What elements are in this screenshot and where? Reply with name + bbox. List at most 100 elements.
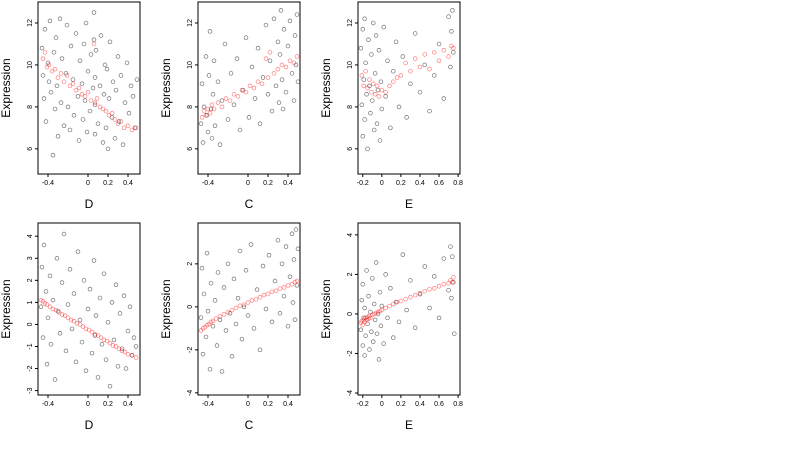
x-tick-label: 0.4	[415, 180, 425, 187]
data-point	[125, 123, 131, 129]
data-point	[44, 361, 50, 367]
data-point	[129, 353, 135, 358]
data-point	[100, 106, 106, 112]
x-axis-label: E	[405, 418, 413, 432]
data-point	[71, 291, 77, 296]
data-point	[223, 328, 229, 333]
data-point	[379, 87, 385, 93]
data-point	[103, 125, 109, 131]
data-point	[281, 293, 287, 299]
data-point	[237, 303, 243, 309]
data-point	[47, 304, 53, 310]
data-point	[371, 20, 376, 26]
data-point	[287, 274, 293, 280]
data-point	[53, 35, 59, 40]
data-point	[294, 283, 300, 288]
data-point	[245, 300, 251, 305]
data-point	[369, 329, 374, 334]
data-point	[211, 58, 217, 63]
data-point	[83, 326, 89, 332]
data-point	[391, 68, 396, 74]
data-point	[432, 50, 437, 55]
data-point	[367, 347, 372, 352]
data-point	[74, 321, 80, 326]
series-observed	[358, 8, 456, 152]
data-point	[200, 351, 206, 357]
y-tick-label: -2	[347, 350, 354, 356]
y-tick-label: 10	[27, 61, 34, 69]
data-point	[427, 305, 432, 311]
data-point	[59, 280, 65, 285]
data-point	[374, 83, 380, 89]
data-point	[243, 89, 249, 95]
x-tick-label: 0	[246, 180, 250, 187]
data-point	[104, 338, 110, 344]
data-point	[118, 73, 124, 78]
data-point	[412, 56, 418, 61]
data-point	[42, 50, 48, 55]
y-tick-label: -4	[187, 390, 194, 396]
data-point	[201, 108, 207, 114]
data-point	[92, 75, 98, 80]
data-point	[41, 242, 47, 248]
data-point	[89, 329, 95, 335]
data-point	[252, 96, 258, 101]
data-point	[215, 100, 221, 105]
data-point	[93, 313, 99, 318]
y-axis-label: Expression	[159, 279, 173, 338]
data-point	[245, 313, 251, 318]
data-point	[279, 261, 285, 267]
data-point	[372, 92, 378, 97]
x-axis-label: C	[245, 197, 254, 211]
data-point	[102, 62, 108, 68]
data-point	[279, 77, 285, 82]
data-point	[267, 58, 273, 63]
data-point	[269, 289, 275, 295]
data-point	[82, 98, 88, 103]
data-point	[39, 264, 45, 270]
data-point	[363, 60, 368, 66]
data-point	[50, 297, 56, 303]
data-point	[436, 58, 442, 63]
data-point	[40, 73, 46, 78]
data-point	[91, 37, 97, 43]
data-point	[48, 342, 54, 347]
data-point	[85, 68, 91, 74]
data-point	[237, 248, 243, 254]
data-point	[283, 244, 289, 249]
data-point	[58, 100, 64, 105]
data-point	[111, 337, 117, 343]
data-point	[432, 274, 437, 279]
series-observed	[39, 10, 140, 158]
data-point	[237, 127, 243, 133]
y-tick-label: -1	[27, 343, 34, 349]
data-point	[38, 304, 44, 310]
data-point	[263, 56, 269, 61]
data-point	[265, 92, 271, 97]
data-point	[50, 306, 56, 312]
chart-panel-4: -0.4 0 0.2 0.4 -3 -2 -1 0 1 2 3 4 D Expression	[0, 222, 141, 432]
data-point	[417, 89, 423, 95]
y-tick-label: -2	[27, 365, 34, 371]
data-point	[377, 138, 383, 143]
data-point	[243, 268, 249, 273]
x-tick-label: 0.6	[434, 401, 444, 408]
data-point	[265, 75, 271, 80]
y-axis-label: Expression	[319, 279, 333, 338]
x-tick-label: 0.4	[283, 180, 293, 187]
data-point	[255, 45, 261, 51]
data-point	[207, 29, 213, 34]
data-point	[121, 293, 127, 299]
data-point	[234, 56, 240, 61]
data-point	[272, 278, 278, 284]
data-point	[275, 237, 281, 243]
data-point	[205, 129, 211, 135]
data-point	[294, 278, 300, 284]
data-point	[412, 292, 418, 298]
data-point	[441, 256, 447, 261]
data-point	[292, 317, 298, 323]
data-point	[225, 309, 231, 315]
data-point	[363, 68, 368, 74]
data-point	[276, 100, 282, 105]
data-point	[101, 271, 107, 276]
